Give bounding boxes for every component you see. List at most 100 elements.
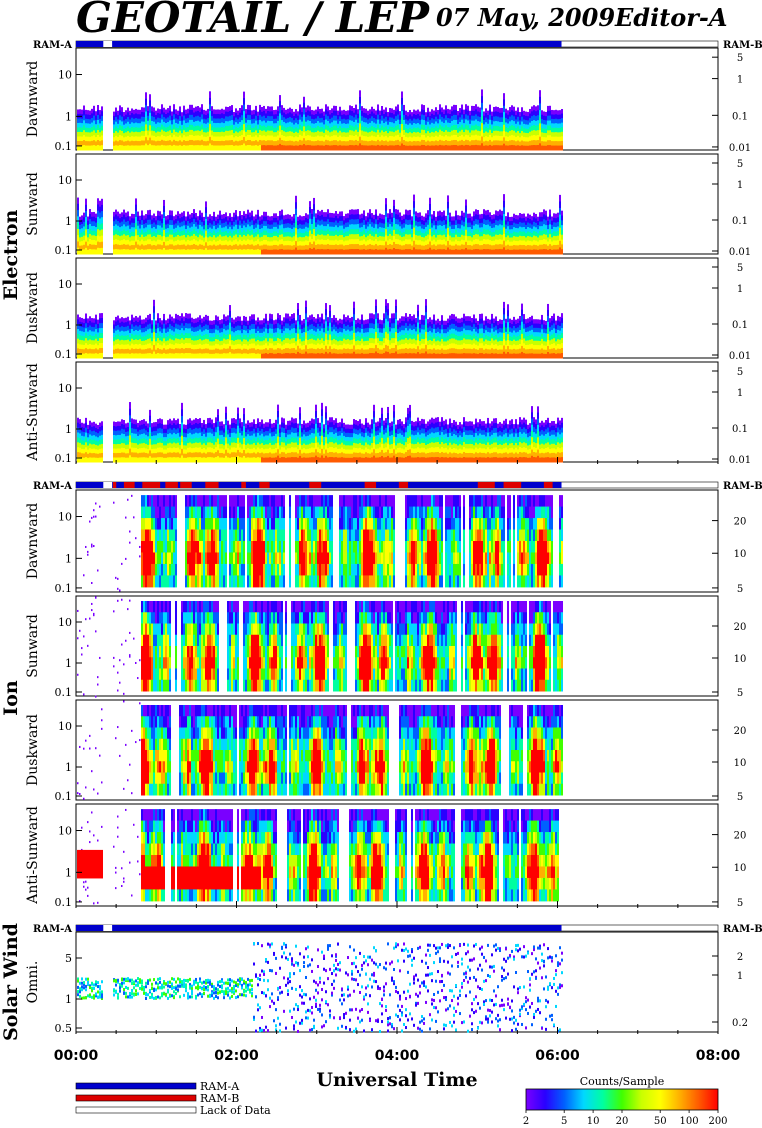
- spectrogram-cell: [469, 249, 471, 255]
- spectrogram-cell: [315, 235, 317, 241]
- spectrogram-cell: [307, 135, 309, 141]
- spectrogram-cell: [237, 216, 239, 221]
- spectrogram-cell: [393, 127, 395, 133]
- spectrogram-cell: [159, 239, 161, 246]
- spectrogram-cell: [455, 220, 457, 226]
- spectrogram-cell: [113, 341, 115, 346]
- spectrogram-cell: [407, 116, 409, 121]
- spectrogram-cell: [99, 224, 101, 231]
- spectrogram-cell: [395, 224, 397, 230]
- spectrogram-cell: [89, 145, 91, 151]
- spectrogram-cell: [115, 353, 117, 359]
- spectrogram-cell: [379, 141, 381, 147]
- spectrogram-cell: [437, 249, 439, 255]
- spectrogram-cell: [177, 234, 179, 241]
- spectrogram-cell: [417, 127, 419, 133]
- spectrogram-cell: [339, 125, 341, 132]
- spectrogram-cell: [77, 222, 79, 230]
- spectrogram-cell: [465, 139, 467, 146]
- spectrogram-cell: [313, 136, 315, 142]
- spectrogram-cell: [169, 338, 171, 344]
- spectrogram-cell: [501, 239, 503, 245]
- spectrogram-cell: [457, 119, 459, 125]
- spectrogram-cell: [131, 231, 133, 237]
- spectrogram-cell: [89, 136, 91, 142]
- spectrogram-cell: [527, 120, 529, 126]
- spectrogram-cell: [159, 349, 161, 355]
- spectrogram-cell: [89, 209, 91, 215]
- spectrogram-cell: [223, 145, 225, 151]
- spectrogram-cell: [249, 221, 251, 227]
- spectrogram-cell: [245, 122, 247, 128]
- spectrogram-cell: [453, 216, 455, 222]
- spectrogram-cell: [179, 236, 181, 242]
- spectrogram-cell: [307, 110, 309, 116]
- spectrogram-cell: [551, 132, 553, 138]
- spectrogram-cell: [291, 113, 293, 119]
- spectrogram-cell: [549, 214, 551, 220]
- spectrogram-cell: [123, 344, 125, 350]
- spectrogram-cell: [147, 120, 149, 127]
- spectrogram-cell: [201, 139, 203, 146]
- spectrogram-cell: [441, 230, 443, 236]
- spectrogram-cell: [291, 237, 293, 243]
- spectrogram-cell: [231, 241, 233, 247]
- spectrogram-cell: [163, 121, 165, 128]
- spectrogram-cell: [481, 231, 483, 237]
- spectrogram-cell: [149, 214, 151, 221]
- spectrogram-cell: [421, 109, 423, 116]
- spectrogram-cell: [145, 214, 147, 220]
- spectrogram-cell: [215, 225, 217, 230]
- spectrogram-cell: [299, 245, 301, 251]
- spectrogram-cell: [293, 245, 295, 251]
- spectrogram-cell: [283, 140, 285, 146]
- spectrogram-cell: [223, 245, 225, 251]
- spectrogram-cell: [157, 244, 159, 250]
- spectrogram-cell: [541, 226, 543, 232]
- spectrogram-cell: [535, 213, 537, 219]
- spectrogram-cell: [323, 111, 325, 117]
- spectrogram-cell: [217, 348, 219, 354]
- spectrogram-cell: [253, 132, 255, 138]
- spectrogram-cell: [149, 137, 151, 145]
- spectrogram-cell: [343, 241, 345, 247]
- spectrogram-cell: [265, 225, 267, 232]
- spectrogram-cell: [207, 245, 209, 251]
- spectrogram-cell: [533, 145, 535, 151]
- spectrogram-cell: [429, 222, 431, 230]
- spectrogram-cell: [205, 348, 207, 354]
- spectrogram-cell: [523, 110, 525, 116]
- spectrogram-cell: [453, 241, 455, 247]
- spectrogram-cell: [247, 239, 249, 245]
- spectrogram-cell: [463, 217, 465, 223]
- spectrogram-cell: [533, 240, 535, 246]
- spectrogram-cell: [143, 223, 145, 229]
- spectrogram-cell: [125, 226, 127, 232]
- spectrogram-cell: [177, 225, 179, 231]
- spectrogram-cell: [273, 213, 275, 219]
- spectrogram-cell: [491, 219, 493, 225]
- spectrogram-cell: [337, 236, 339, 242]
- spectrogram-cell: [135, 122, 137, 128]
- spectrogram-cell: [123, 145, 125, 151]
- spectrogram-cell: [363, 234, 365, 240]
- spectrogram-cell: [121, 317, 123, 323]
- spectrogram-cell: [543, 141, 545, 147]
- spectrogram-cell: [453, 224, 455, 230]
- spectrogram-cell: [209, 136, 211, 144]
- spectrogram-cell: [393, 141, 395, 147]
- spectrogram-cell: [185, 224, 187, 230]
- spectrogram-cell: [479, 126, 481, 132]
- spectrogram-cell: [229, 352, 231, 359]
- spectrogram-cell: [447, 221, 449, 229]
- spectrogram-cell: [181, 141, 183, 147]
- spectrogram-cell: [459, 136, 461, 142]
- spectrogram-cell: [101, 353, 103, 359]
- spectrogram-cell: [413, 141, 415, 147]
- spectrogram-cell: [529, 131, 531, 137]
- spectrogram-cell: [267, 236, 269, 242]
- spectrogram-cell: [335, 115, 337, 122]
- spectrogram-cell: [551, 136, 553, 142]
- spectrogram-cell: [301, 249, 303, 255]
- spectrogram-cell: [503, 99, 505, 107]
